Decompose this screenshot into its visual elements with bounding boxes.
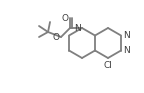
Text: O: O [61,13,69,23]
Text: N: N [123,31,130,40]
Text: O: O [53,32,59,41]
Text: Cl: Cl [104,61,112,70]
Text: N: N [74,24,80,32]
Text: N: N [123,46,130,55]
